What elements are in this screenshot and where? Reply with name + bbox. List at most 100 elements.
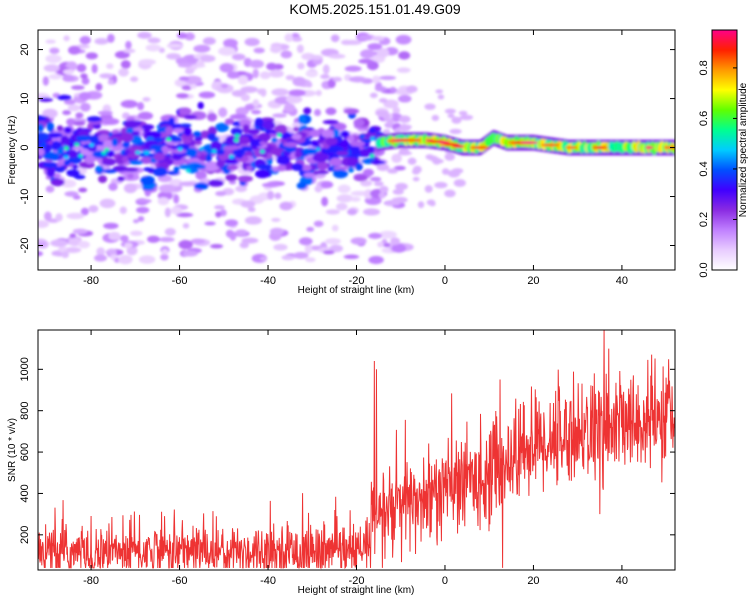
core-band-cell	[353, 118, 365, 127]
core-band-peak	[177, 147, 183, 152]
colorbar-label: Normalized spectral amplitude	[738, 82, 749, 217]
noise-cell	[118, 68, 129, 77]
core-band-peak	[276, 132, 282, 137]
spectrogram-y-tick-label: -10	[19, 189, 31, 205]
noise-cell	[239, 241, 249, 249]
signal-peak	[451, 144, 465, 148]
core-band-peak	[199, 146, 205, 151]
noise-cell	[181, 85, 193, 91]
spectrogram-y-tick-label: 0	[19, 144, 31, 150]
core-band-cell	[63, 126, 73, 134]
core-band-cell	[296, 181, 308, 190]
noise-cell	[103, 222, 119, 230]
noise-cell	[91, 63, 98, 74]
core-band-cell	[294, 150, 302, 159]
noise-cell	[119, 206, 127, 215]
noise-cell	[444, 108, 457, 114]
core-band-cell	[285, 145, 297, 153]
core-band-cell	[340, 130, 350, 138]
core-band-cell	[216, 149, 225, 155]
noise-cell	[331, 224, 339, 232]
noise-cell	[158, 184, 176, 193]
spectrogram-x-tick-label: 0	[442, 275, 448, 287]
core-band-cell	[237, 175, 254, 183]
noise-cell	[447, 169, 461, 178]
noise-cell	[244, 216, 262, 225]
noise-cell	[45, 39, 56, 44]
core-band-cell	[122, 141, 131, 149]
noise-cell	[107, 79, 115, 85]
core-band-cell	[78, 187, 88, 193]
core-band-cell	[314, 170, 329, 175]
core-band-cell	[207, 133, 217, 141]
noise-cell	[434, 181, 448, 189]
noise-cell	[71, 85, 85, 90]
noise-cell	[80, 102, 91, 112]
noise-cell	[336, 194, 354, 203]
noise-cell	[231, 53, 246, 61]
noise-cell	[435, 89, 444, 94]
noise-cell	[398, 147, 410, 156]
core-band-peak	[211, 149, 217, 154]
core-band-cell	[178, 107, 192, 116]
snr-y-tick-label: 600	[19, 443, 31, 461]
core-band-peak	[89, 143, 95, 148]
noise-cell	[85, 52, 98, 60]
noise-cell	[314, 185, 323, 193]
core-band-cell	[350, 148, 361, 156]
noise-cell	[272, 113, 287, 118]
noise-cell	[196, 60, 205, 66]
noise-cell	[325, 107, 337, 116]
noise-cell	[350, 237, 367, 245]
noise-cell	[80, 73, 88, 79]
core-band-cell	[340, 139, 349, 148]
core-band-cell	[262, 120, 276, 130]
core-band-cell	[194, 182, 209, 190]
noise-cell	[327, 78, 336, 89]
core-band-cell	[194, 135, 203, 142]
noise-cell	[176, 93, 189, 99]
colorbar-tick-label: 0.2	[698, 212, 710, 227]
noise-cell	[387, 117, 394, 125]
noise-cell	[378, 192, 386, 199]
core-band-cell	[68, 149, 78, 158]
spectrogram-y-axis-label: Frequency (Hz)	[7, 116, 18, 185]
noise-cell	[164, 207, 171, 218]
noise-cell	[330, 34, 340, 43]
noise-cell	[210, 243, 224, 249]
core-band-peak	[78, 153, 84, 158]
noise-cell	[195, 170, 207, 180]
spectrogram-panel: -80 -60 -40 -20 0 20 40 -20 -10 0 10 20 Height of …	[7, 29, 676, 296]
noise-cell	[426, 199, 436, 206]
noise-cell	[170, 206, 183, 215]
noise-cell	[379, 75, 397, 80]
core-band-cell	[348, 134, 355, 143]
noise-cell	[50, 239, 69, 247]
noise-cell	[38, 251, 44, 257]
core-band-cell	[103, 139, 115, 150]
core-band-cell	[46, 167, 56, 178]
core-band-cell	[301, 164, 312, 172]
core-band-cell	[102, 169, 118, 174]
core-band-cell	[117, 176, 125, 182]
noise-cell	[189, 83, 197, 89]
core-band-cell	[259, 153, 268, 158]
noise-cell	[313, 108, 322, 117]
noise-cell	[267, 190, 275, 200]
core-band-cell	[92, 150, 109, 159]
colorbar-tick-label: 0.6	[698, 111, 710, 126]
noise-cell	[397, 95, 412, 103]
noise-cell	[181, 250, 198, 257]
noise-cell	[340, 39, 353, 46]
noise-cell	[395, 182, 408, 191]
noise-cell	[447, 113, 455, 118]
core-band-cell	[297, 115, 307, 125]
core-band-cell	[332, 169, 349, 179]
signal-peak	[591, 145, 608, 150]
core-band-cell	[111, 138, 119, 147]
core-band-peak	[259, 149, 265, 154]
noise-cell	[147, 37, 161, 44]
core-band-cell	[192, 164, 207, 169]
noise-cell	[252, 99, 260, 108]
core-band-peak	[74, 142, 80, 147]
